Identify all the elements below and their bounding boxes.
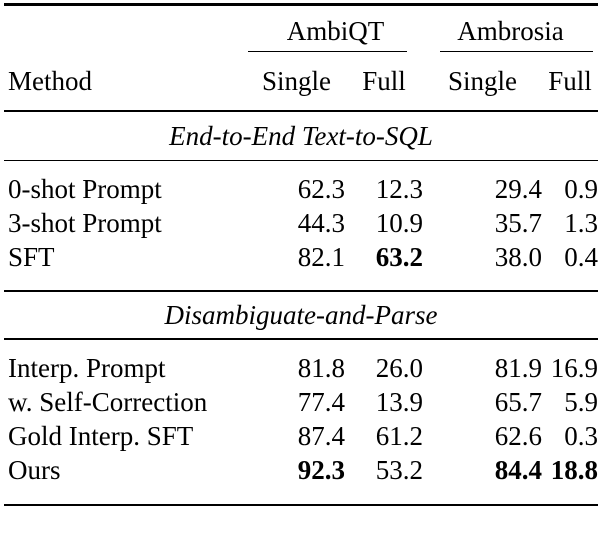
method-cell: Gold Interp. SFT xyxy=(8,420,194,451)
value-cell: 53.2 xyxy=(375,454,423,485)
value-cell: 1.3 xyxy=(564,208,598,238)
subheader-ambrosia-full: Full xyxy=(548,65,592,96)
value-cell: 92.3 xyxy=(297,454,345,485)
value-cell: 5.9 xyxy=(564,386,598,417)
value-cell: 10.9 xyxy=(375,208,423,238)
value-cell: 26.0 xyxy=(375,352,423,383)
table-row: 3-shot Prompt 44.3 10.9 35.7 1.3 xyxy=(4,206,598,240)
column-group-ambiqt: AmbiQT xyxy=(248,6,423,52)
column-header-row: Method Single Full Single Full xyxy=(4,52,598,110)
ambiqt-cmidrule xyxy=(248,50,407,52)
value-cell: 62.3 xyxy=(297,174,345,204)
value-cell: 18.8 xyxy=(550,454,598,485)
value-cell: 65.7 xyxy=(494,386,542,417)
section-rule xyxy=(4,159,598,161)
value-cell: 35.7 xyxy=(494,208,542,238)
value-cell: 0.9 xyxy=(564,174,598,204)
value-cell: 38.0 xyxy=(494,242,542,272)
value-cell: 16.9 xyxy=(550,352,598,383)
method-cell: 0-shot Prompt xyxy=(8,174,162,204)
value-cell: 87.4 xyxy=(297,420,345,451)
value-cell: 77.4 xyxy=(297,386,345,417)
table-row: w. Self-Correction 77.4 13.9 65.7 5.9 xyxy=(4,385,598,419)
value-cell: 44.3 xyxy=(297,208,345,238)
ambrosia-cmidrule xyxy=(440,50,593,52)
section-header-row: End-to-End Text-to-SQL xyxy=(4,112,598,160)
section-title: End-to-End Text-to-SQL xyxy=(169,120,433,151)
method-cell: Interp. Prompt xyxy=(8,352,166,383)
value-cell: 81.9 xyxy=(494,352,542,383)
subheader-ambrosia-single: Single xyxy=(447,65,517,96)
table-row: Ours 92.3 53.2 84.4 18.8 xyxy=(4,453,598,487)
column-group-ambrosia: Ambrosia xyxy=(423,6,598,52)
method-cell: 3-shot Prompt xyxy=(8,208,162,238)
value-cell: 0.4 xyxy=(564,242,598,272)
table-row: SFT 82.1 63.2 38.0 0.4 xyxy=(4,240,598,274)
section-body: 0-shot Prompt 62.3 12.3 29.4 0.9 3-shot … xyxy=(4,161,598,290)
section-header-row: Disambiguate-and-Parse xyxy=(4,292,598,338)
group-header-spacer xyxy=(4,6,248,53)
value-cell: 13.9 xyxy=(375,386,423,417)
section-divider-rule xyxy=(4,290,598,292)
method-cell: w. Self-Correction xyxy=(8,386,208,417)
value-cell: 81.8 xyxy=(297,352,345,383)
method-cell: Ours xyxy=(8,454,61,485)
table-row: Gold Interp. SFT 87.4 61.2 62.6 0.3 xyxy=(4,419,598,453)
value-cell: 61.2 xyxy=(375,420,423,451)
method-column-header: Method xyxy=(8,65,92,96)
method-cell: SFT xyxy=(8,242,55,272)
results-table: AmbiQT Ambrosia Method Single Full Singl… xyxy=(4,3,598,506)
column-group-label: AmbiQT xyxy=(286,15,385,46)
column-group-label: Ambrosia xyxy=(457,15,564,46)
value-cell: 84.4 xyxy=(494,454,542,485)
table-row: Interp. Prompt 81.8 26.0 81.9 16.9 xyxy=(4,351,598,385)
table-top-rule xyxy=(4,3,598,6)
subheader-ambiqt-single: Single xyxy=(261,65,331,96)
header-bottom-rule xyxy=(4,109,598,112)
subheader-ambiqt-full: Full xyxy=(362,65,406,96)
column-group-header-row: AmbiQT Ambrosia xyxy=(4,6,598,53)
value-cell: 62.6 xyxy=(494,420,542,451)
table-row: 0-shot Prompt 62.3 12.3 29.4 0.9 xyxy=(4,172,598,206)
value-cell: 82.1 xyxy=(297,242,345,272)
table-bottom-rule xyxy=(4,503,598,506)
value-cell: 29.4 xyxy=(494,174,542,204)
section-title: Disambiguate-and-Parse xyxy=(164,300,438,330)
value-cell: 63.2 xyxy=(375,242,423,272)
section-rule xyxy=(4,338,598,340)
value-cell: 12.3 xyxy=(375,174,423,204)
value-cell: 0.3 xyxy=(564,420,598,451)
section-body: Interp. Prompt 81.8 26.0 81.9 16.9 w. Se… xyxy=(4,340,598,504)
